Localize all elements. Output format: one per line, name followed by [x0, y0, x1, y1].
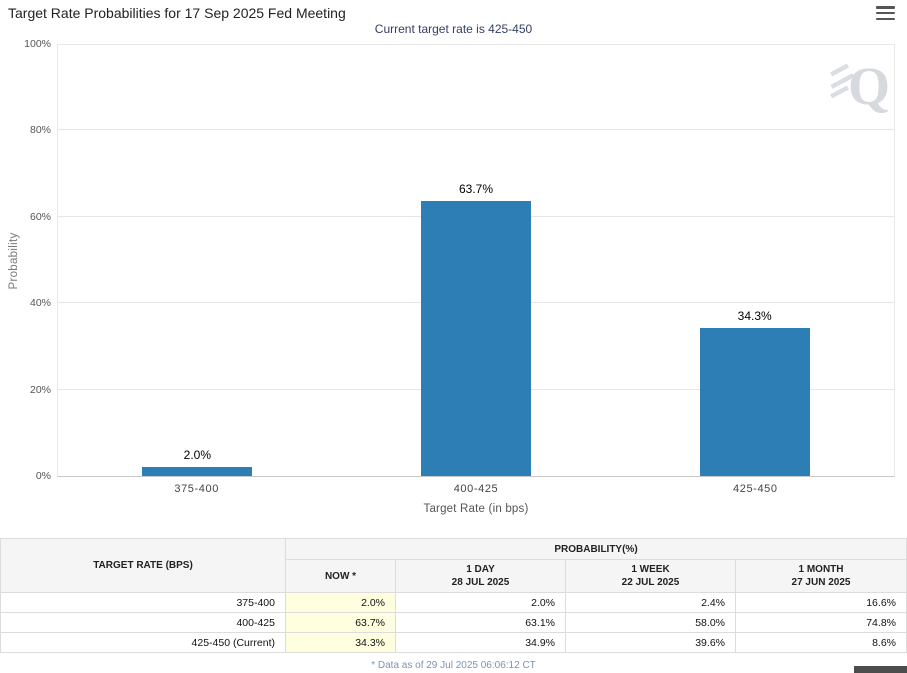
- gridline: [58, 44, 894, 45]
- x-axis: 375-400 400-425 425-450: [57, 483, 895, 495]
- rate-cell: 400-425: [0, 612, 286, 633]
- table-header-probability: PROBABILITY(%): [285, 538, 907, 560]
- bar-425-450[interactable]: [699, 327, 810, 476]
- column-header-date: 28 JUL 2025: [451, 577, 510, 588]
- x-category-label: 400-425: [453, 483, 499, 495]
- day-cell: 2.0%: [395, 592, 566, 613]
- bar-375-400[interactable]: [142, 467, 253, 476]
- bar-group-425-450: 34.3%: [615, 44, 894, 476]
- chart-subtitle: Current target rate is 425-450: [374, 22, 533, 36]
- now-cell: 2.0%: [285, 592, 396, 613]
- column-header-1day: 1 DAY 28 JUL 2025: [395, 559, 566, 593]
- rate-cell: 425-450 (Current): [0, 632, 286, 653]
- gridline: [58, 129, 894, 131]
- column-header-label: 1 WEEK: [631, 564, 670, 575]
- y-axis-tick-label: 20%: [29, 383, 51, 396]
- menu-bar: [876, 17, 895, 20]
- table-row-375-400: 375-400 2.0% 2.0% 2.4% 16.6%: [0, 592, 907, 613]
- y-axis-tick-label: 40%: [29, 297, 51, 310]
- week-cell: 2.4%: [565, 592, 736, 613]
- day-cell: 63.1%: [395, 612, 566, 633]
- x-axis-title: Target Rate (in bps): [423, 503, 529, 515]
- x-category-label: 425-450: [733, 483, 778, 495]
- hamburger-menu-icon[interactable]: [876, 6, 895, 20]
- bar-400-425[interactable]: [420, 200, 531, 476]
- data-asof-note: * Data as of 29 Jul 2025 06:06:12 CT: [371, 660, 536, 671]
- y-axis-tick-label: 60%: [29, 210, 51, 223]
- week-cell: 39.6%: [565, 632, 736, 653]
- bar-value-label: 34.3%: [737, 308, 772, 323]
- column-header-1week: 1 WEEK 22 JUL 2025: [565, 559, 736, 593]
- y-axis-tick-label: 100%: [24, 38, 51, 50]
- bar-value-label: 63.7%: [458, 181, 493, 196]
- column-header-1month: 1 MONTH 27 JUN 2025: [735, 559, 907, 593]
- day-cell: 34.9%: [395, 632, 566, 653]
- month-cell: 74.8%: [735, 612, 907, 633]
- week-cell: 58.0%: [565, 612, 736, 633]
- column-header-label: NOW *: [324, 570, 357, 582]
- now-cell: 34.3%: [285, 632, 396, 653]
- column-header-now: NOW *: [285, 559, 396, 593]
- menu-bar: [876, 6, 895, 9]
- menu-bar: [876, 11, 895, 15]
- y-axis-tick-label: 0%: [35, 470, 51, 482]
- probability-bar-chart: Probability 0% 20% 40% 60% 80% 100% Q: [0, 38, 907, 529]
- y-axis-tick-label: 80%: [29, 124, 51, 137]
- bar-group-375-400: 2.0%: [58, 44, 337, 476]
- table-header-target-rate: TARGET RATE (BPS): [0, 538, 286, 593]
- scrollbar-thumb[interactable]: [854, 666, 907, 673]
- bar-group-400-425: 63.7%: [337, 44, 616, 476]
- column-header-date: 22 JUL 2025: [621, 577, 680, 588]
- month-cell: 16.6%: [735, 592, 907, 613]
- month-cell: 8.6%: [735, 632, 907, 653]
- column-header-label: 1 MONTH: [798, 564, 844, 575]
- header-bar: Target Rate Probabilities for 17 Sep 202…: [0, 0, 907, 22]
- svg-text:Q: Q: [848, 56, 888, 114]
- quikstrike-watermark-logo: Q: [830, 52, 890, 119]
- table-row-400-425: 400-425 63.7% 63.1% 58.0% 74.8%: [0, 612, 907, 633]
- probability-table: TARGET RATE (BPS) PROBABILITY(%) NOW * 1…: [0, 538, 907, 653]
- table-row-425-450-current: 425-450 (Current) 34.3% 34.9% 39.6% 8.6%: [0, 632, 907, 653]
- y-axis-title: Probability: [8, 232, 20, 290]
- plot-area: 0% 20% 40% 60% 80% 100% Q 2.0% 63.7%: [24, 38, 895, 482]
- column-header-label: 1 DAY: [466, 564, 495, 575]
- page-title: Target Rate Probabilities for 17 Sep 202…: [8, 5, 346, 21]
- x-category-label: 375-400: [174, 483, 219, 495]
- bar-value-label: 2.0%: [183, 448, 211, 463]
- now-cell: 63.7%: [285, 612, 396, 633]
- column-header-date: 27 JUN 2025: [791, 577, 851, 588]
- rate-cell: 375-400: [0, 592, 286, 613]
